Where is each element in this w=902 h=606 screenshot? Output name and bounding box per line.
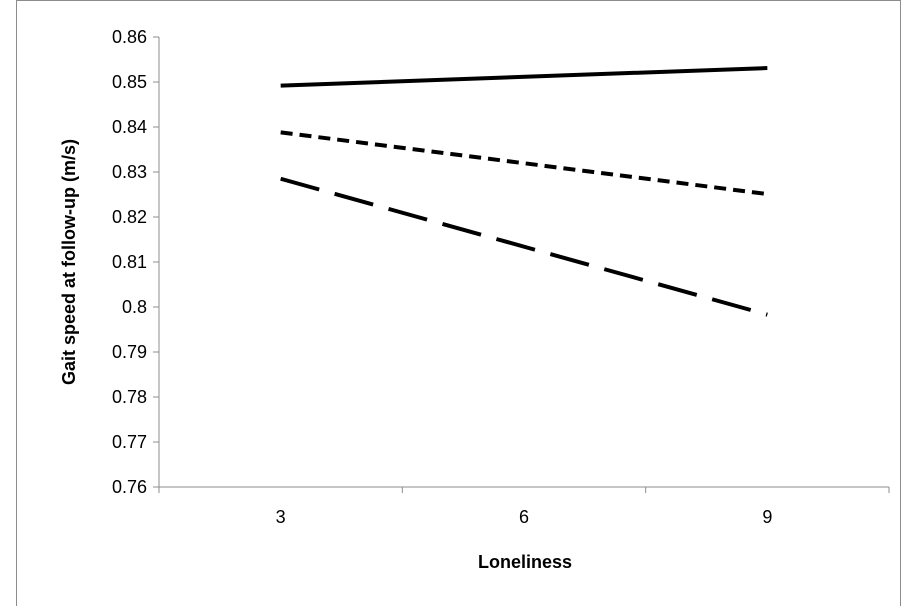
x-axis-title: Loneliness bbox=[478, 552, 572, 572]
y-axis-ticks: 0.76 0.77 0.78 0.79 0.8 0.81 0.82 0.83 0.84 0.85 0… bbox=[112, 27, 159, 497]
y-tick-label: 0.8 bbox=[122, 297, 147, 317]
y-tick-label: 0.83 bbox=[112, 162, 147, 182]
plot-area: 0.76 0.77 0.78 0.79 0.8 0.81 0.82 0.83 0.84 0.85 0… bbox=[112, 27, 890, 527]
x-tick-label: 3 bbox=[276, 507, 286, 527]
x-tick-label: 9 bbox=[762, 507, 772, 527]
x-axis-ticks: 3 6 9 bbox=[158, 487, 890, 527]
chart-frame bbox=[16, 0, 901, 606]
y-tick-label: 0.84 bbox=[112, 117, 147, 137]
series-line-2-short-dash bbox=[280, 130, 768, 197]
series-line-3-long-dash bbox=[280, 176, 768, 317]
y-tick-label: 0.82 bbox=[112, 207, 147, 227]
y-tick-label: 0.79 bbox=[112, 342, 147, 362]
y-tick-label: 0.85 bbox=[112, 72, 147, 92]
y-tick-label: 0.77 bbox=[112, 432, 147, 452]
y-tick-label: 0.86 bbox=[112, 27, 147, 47]
y-axis-title: Gait speed at follow-up (m/s) bbox=[59, 139, 79, 385]
y-tick-label: 0.81 bbox=[112, 252, 147, 272]
series-layer bbox=[280, 66, 768, 317]
y-tick-label: 0.78 bbox=[112, 387, 147, 407]
y-tick-label: 0.76 bbox=[112, 477, 147, 497]
series-line-1-solid bbox=[280, 66, 768, 88]
x-tick-label: 6 bbox=[519, 507, 529, 527]
